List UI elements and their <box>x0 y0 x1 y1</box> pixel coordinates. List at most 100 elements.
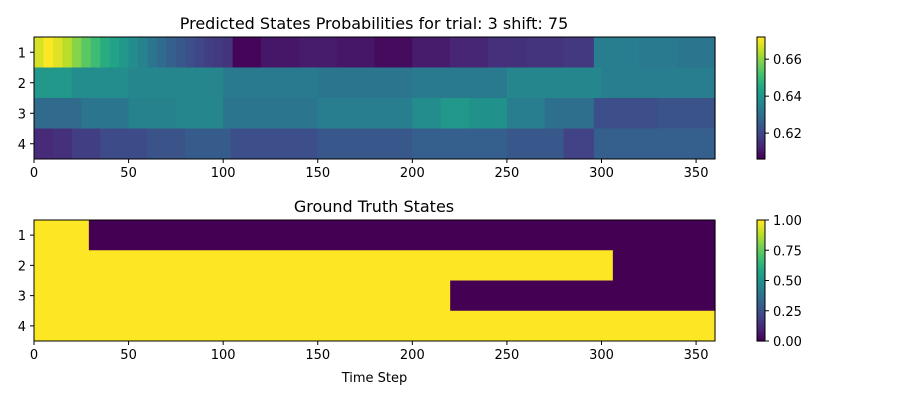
heatmap-cell <box>677 37 716 68</box>
heatmap-cell <box>469 98 508 129</box>
x-tick-label: 50 <box>120 166 137 181</box>
colorbar-swatch <box>757 110 765 113</box>
colorbar-swatch <box>757 222 765 225</box>
y-tick-label: 4 <box>18 320 26 335</box>
heatmap-cell <box>639 37 678 68</box>
colorbar-swatch <box>757 314 765 318</box>
colorbar-swatch <box>757 252 765 255</box>
colorbar-swatch <box>757 150 765 154</box>
y-tick-label: 1 <box>18 229 26 244</box>
colorbar-swatch <box>757 114 765 117</box>
x-tick-label: 0 <box>30 166 38 181</box>
colorbar-swatch <box>757 130 765 134</box>
colorbar-swatch <box>757 154 765 158</box>
heatmap-cell <box>593 128 716 160</box>
colorbar-swatch <box>757 274 765 278</box>
colorbar-swatch <box>757 73 765 77</box>
x-tick-label: 200 <box>400 166 425 181</box>
colorbar-swatch <box>757 85 765 89</box>
heatmap-cell <box>506 67 603 99</box>
colorbar-swatch <box>757 138 765 142</box>
colorbar-swatch <box>757 328 765 332</box>
colorbar-swatch <box>757 258 765 261</box>
colorbar-swatch <box>757 53 765 56</box>
colorbar-swatch <box>757 230 765 233</box>
y-axis-ticks: 1 2 3 4 <box>18 46 34 153</box>
heatmap-cells <box>34 37 716 160</box>
heatmap-cell <box>34 128 54 160</box>
colorbar-tick-label: 1.00 <box>773 214 802 229</box>
colorbar-swatch <box>757 93 765 97</box>
heatmap-cell <box>34 220 90 251</box>
heatmap-cell <box>34 67 73 99</box>
colorbar-tick-label: 0.00 <box>773 335 802 350</box>
x-tick-label: 300 <box>589 348 614 363</box>
colorbar-swatch <box>757 116 765 119</box>
colorbar-swatch <box>757 108 765 111</box>
colorbar-swatch <box>757 49 765 52</box>
colorbar-swatch <box>757 118 765 121</box>
heatmap-cell <box>34 250 614 281</box>
colorbar-swatch <box>757 260 765 263</box>
colorbar-swatch <box>757 234 765 237</box>
colorbar-frame <box>756 36 766 160</box>
colorbar-swatch <box>757 55 765 58</box>
colorbar-swatch <box>757 39 765 42</box>
colorbar-swatch <box>757 87 765 91</box>
heatmap-cell <box>317 128 413 160</box>
colorbar-swatch <box>757 132 765 136</box>
colorbar-swatch <box>757 320 765 324</box>
colorbar-swatch <box>757 144 765 148</box>
x-axis-ticks: 0 50 100 150 200 250 300 350 <box>30 341 709 363</box>
colorbar-swatch <box>757 37 765 40</box>
colorbar-swatch <box>757 95 765 99</box>
colorbar-swatch <box>757 244 765 247</box>
colorbar-swatch <box>757 65 765 69</box>
colorbar-swatch <box>757 336 765 340</box>
y-tick-label: 3 <box>18 290 26 305</box>
colorbar-swatch <box>757 140 765 144</box>
colorbar-swatch <box>757 79 765 83</box>
heatmap-cell <box>506 98 546 129</box>
heatmap-cell <box>488 37 527 68</box>
y-tick-label: 3 <box>18 107 26 122</box>
colorbar-swatch <box>757 236 765 239</box>
x-tick-label: 100 <box>211 348 236 363</box>
colorbar-swatch <box>757 242 765 245</box>
colorbar-swatch <box>757 296 765 300</box>
heatmap-cell <box>34 98 82 129</box>
colorbar-swatch <box>757 270 765 274</box>
heatmap-cell <box>593 37 640 68</box>
colorbar-tick-label: 0.75 <box>773 244 802 259</box>
colorbar-swatch <box>757 59 765 62</box>
colorbar-swatch <box>757 136 765 140</box>
heatmap-cell <box>128 67 224 99</box>
heatmap-cell <box>71 67 130 99</box>
plot-frame <box>33 36 716 160</box>
colorbar-swatch <box>757 308 765 312</box>
heatmap-cell <box>204 37 215 68</box>
colorbar-swatch <box>757 126 765 130</box>
colorbar-swatch <box>757 61 765 65</box>
colorbar-swatch <box>757 228 765 231</box>
colorbar-swatch <box>757 286 765 290</box>
heatmap-cell <box>601 67 716 99</box>
heatmap-cell <box>223 67 319 99</box>
colorbar-swatch <box>757 89 765 93</box>
colorbar-swatch <box>757 142 765 146</box>
colorbar-swatch <box>757 98 765 101</box>
x-tick-label: 350 <box>684 348 709 363</box>
heatmap-cell <box>81 98 130 129</box>
heatmap-cell <box>223 37 234 68</box>
heatmap-cell <box>412 37 451 68</box>
heatmap-cell <box>298 37 338 68</box>
x-tick-label: 150 <box>305 348 330 363</box>
heatmap-cell <box>62 37 73 68</box>
heatmap-cell <box>52 128 73 160</box>
colorbar-swatch <box>757 156 765 160</box>
colorbar-swatch <box>757 298 765 302</box>
colorbar-swatch <box>757 262 765 265</box>
colorbar-swatch <box>757 51 765 54</box>
colorbar-swatch <box>757 330 765 334</box>
